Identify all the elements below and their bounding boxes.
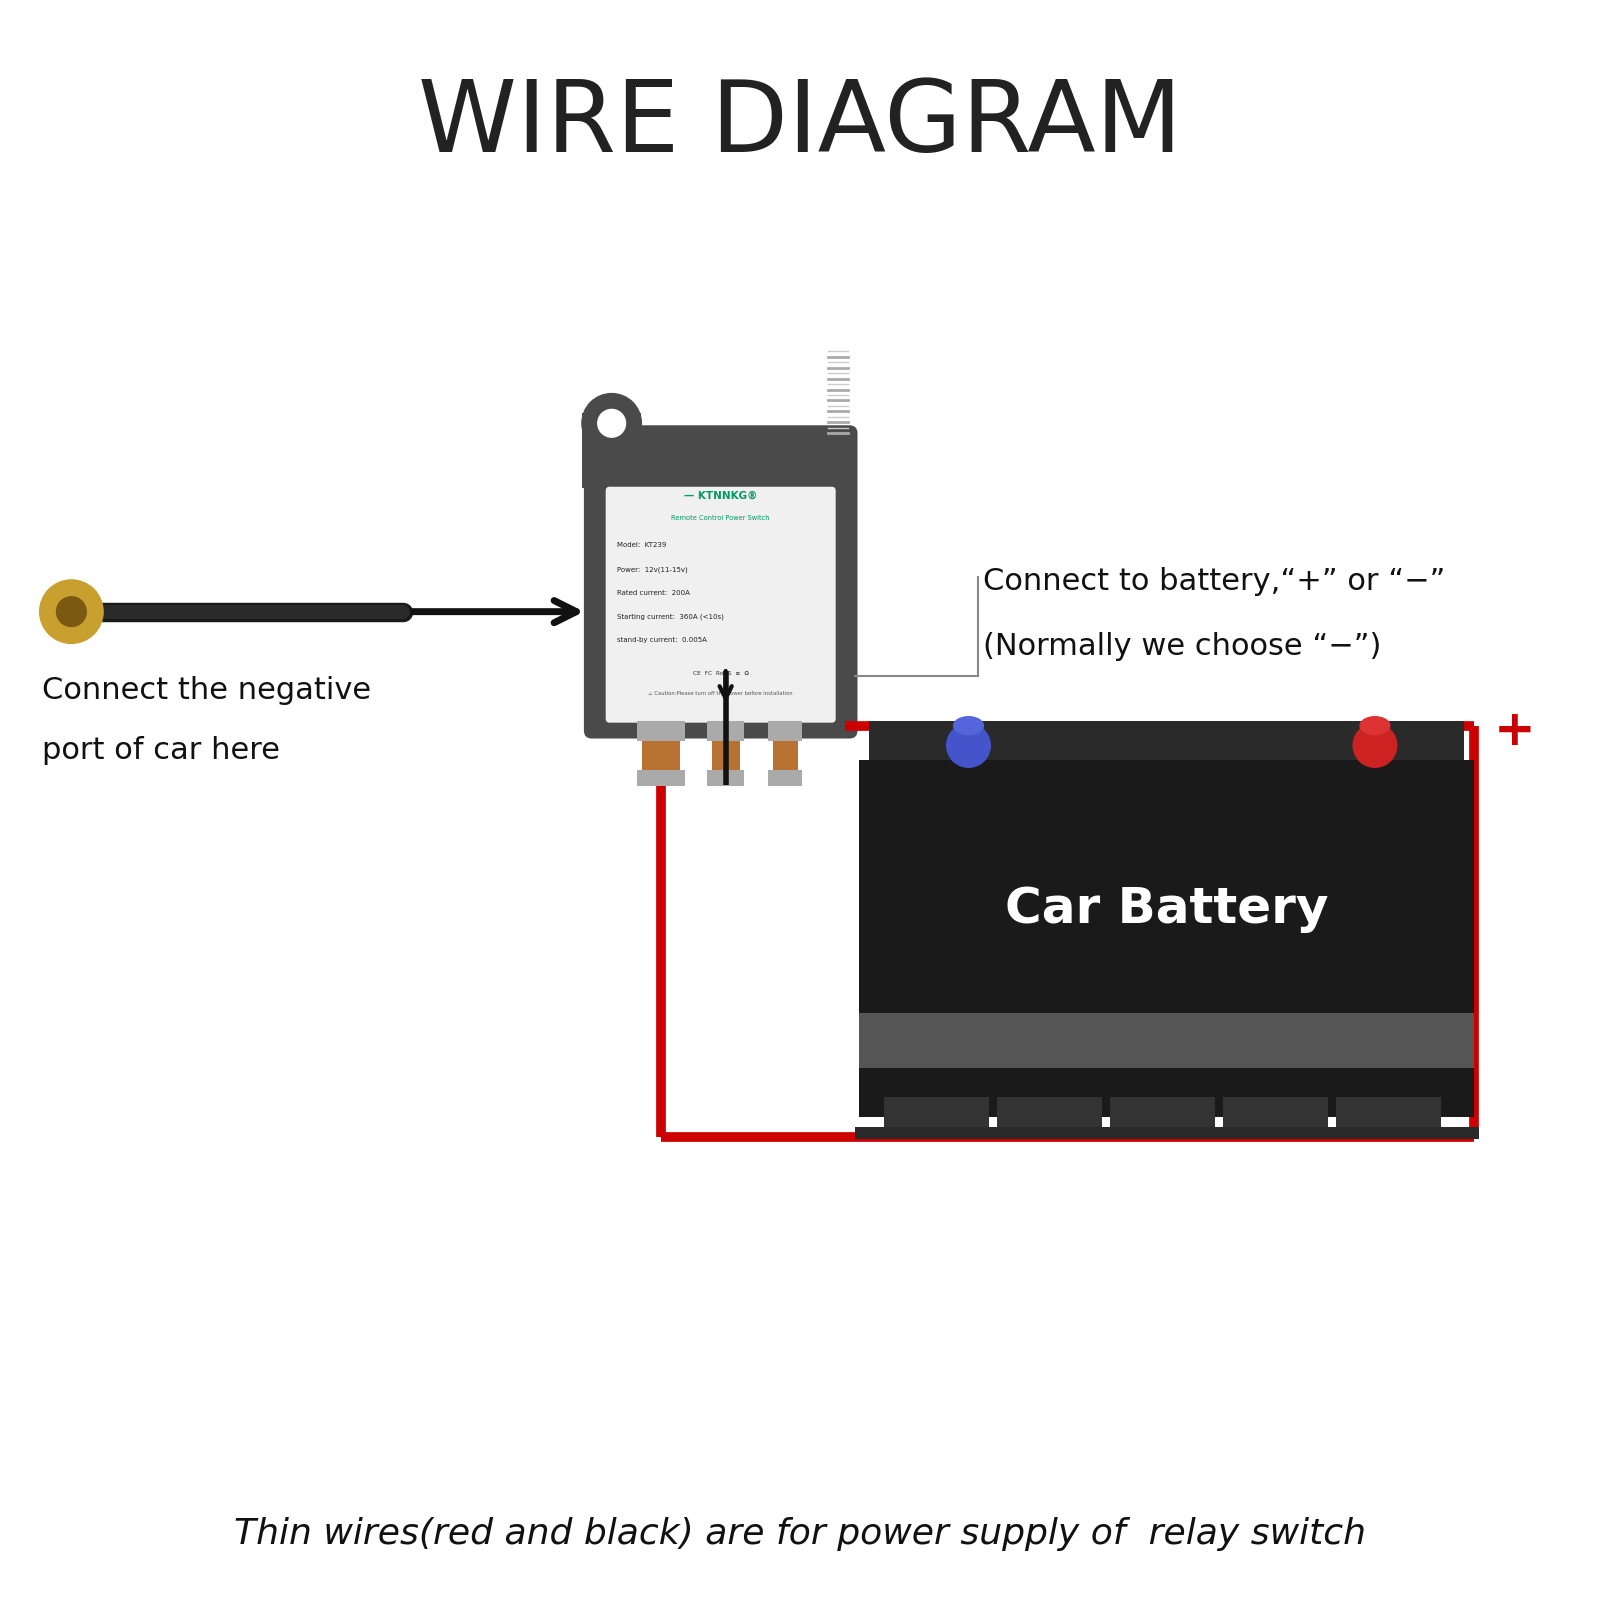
FancyBboxPatch shape bbox=[584, 426, 858, 739]
Text: +: + bbox=[1494, 707, 1536, 755]
Bar bbox=[859, 1013, 1474, 1067]
Text: WIRE DIAGRAM: WIRE DIAGRAM bbox=[418, 77, 1182, 173]
Bar bbox=[582, 413, 642, 488]
Text: CE  FC  RoHS  ≡  ♻: CE FC RoHS ≡ ♻ bbox=[693, 670, 749, 677]
Circle shape bbox=[40, 579, 102, 643]
Bar bbox=[637, 720, 685, 741]
Circle shape bbox=[56, 597, 86, 627]
Text: stand-by current:  0.005A: stand-by current: 0.005A bbox=[616, 637, 707, 643]
Bar bbox=[768, 720, 803, 741]
Text: Connect to battery,“+” or “−”: Connect to battery,“+” or “−” bbox=[984, 568, 1446, 597]
Bar bbox=[1110, 1098, 1216, 1139]
Bar bbox=[642, 726, 680, 786]
Text: Rated current:  200A: Rated current: 200A bbox=[616, 590, 690, 595]
Circle shape bbox=[598, 410, 626, 437]
Bar bbox=[1224, 1098, 1328, 1139]
Text: port of car here: port of car here bbox=[42, 736, 280, 765]
Bar bbox=[859, 760, 1474, 1117]
Text: Starting current:  360A (<10s): Starting current: 360A (<10s) bbox=[616, 614, 723, 621]
Bar bbox=[854, 1126, 1478, 1139]
Bar bbox=[712, 726, 739, 786]
Circle shape bbox=[947, 723, 990, 768]
Text: Connect the negative: Connect the negative bbox=[42, 677, 371, 706]
Bar bbox=[997, 1098, 1102, 1139]
Text: ⚠ Caution:Please turn off the power before installation: ⚠ Caution:Please turn off the power befo… bbox=[648, 691, 794, 696]
Ellipse shape bbox=[954, 717, 984, 734]
Text: Thin wires(red and black) are for power supply of  relay switch: Thin wires(red and black) are for power … bbox=[234, 1517, 1366, 1550]
Bar bbox=[768, 770, 803, 786]
Bar bbox=[637, 770, 685, 786]
Bar bbox=[1336, 1098, 1442, 1139]
Bar bbox=[707, 770, 744, 786]
Text: Model:  KT239: Model: KT239 bbox=[616, 542, 666, 549]
Bar bbox=[885, 1098, 989, 1139]
Ellipse shape bbox=[1360, 717, 1390, 734]
Text: (Normally we choose “−”): (Normally we choose “−”) bbox=[984, 632, 1382, 661]
Circle shape bbox=[1354, 723, 1397, 768]
Text: Remote Control Power Switch: Remote Control Power Switch bbox=[672, 515, 770, 520]
Bar bbox=[773, 726, 797, 786]
Text: Power:  12v(11-15v): Power: 12v(11-15v) bbox=[616, 566, 688, 573]
Circle shape bbox=[582, 394, 642, 453]
Bar bbox=[707, 720, 744, 741]
FancyBboxPatch shape bbox=[606, 486, 835, 723]
Bar bbox=[869, 720, 1464, 760]
Text: Car Battery: Car Battery bbox=[1005, 885, 1328, 933]
Text: — KTNNKG®: — KTNNKG® bbox=[685, 491, 757, 501]
